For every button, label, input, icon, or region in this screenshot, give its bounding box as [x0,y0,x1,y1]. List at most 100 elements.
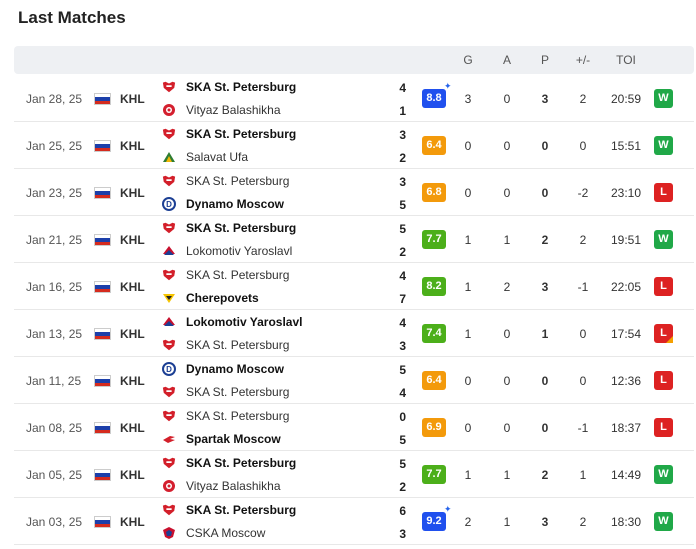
away-team[interactable]: Spartak Moscow [162,430,281,448]
away-team[interactable]: Lokomotiv Yaroslavl [162,242,292,260]
result-badge: L [654,371,673,390]
away-team[interactable]: Vityaz Balashikha [162,477,281,495]
league-name[interactable]: KHL [120,233,145,247]
stat-pm: -1 [577,280,589,294]
match-row[interactable]: Jan 08, 25 KHL SKA St. Petersburg Spartak M… [14,404,694,451]
table-header: G A P +/- TOI [14,46,694,74]
stat-p: 0 [541,186,549,200]
home-team[interactable]: SKA St. Petersburg [162,266,289,284]
russia-flag-icon [94,281,111,293]
russia-flag-icon [94,187,111,199]
match-row[interactable]: Jan 13, 25 KHL Lokomotiv Yaroslavl SKA St. … [14,310,694,357]
league-name[interactable]: KHL [120,92,145,106]
league-name[interactable]: KHL [120,421,145,435]
away-score: 2 [399,245,406,259]
vityaz-balashikha-logo-icon [162,103,176,117]
stat-g: 0 [464,186,472,200]
home-score: 6 [399,504,406,518]
away-team[interactable]: Vityaz Balashikha [162,101,281,119]
home-team[interactable]: SKA St. Petersburg [162,407,289,425]
home-team[interactable]: SKA St. Petersburg [162,172,289,190]
home-team[interactable]: SKA St. Petersburg [162,501,296,519]
stat-g: 1 [464,233,472,247]
time-on-ice: 23:10 [610,186,642,200]
home-team[interactable]: SKA St. Petersburg [162,454,296,472]
match-row[interactable]: Jan 05, 25 KHL SKA St. Petersburg Vityaz Ba… [14,451,694,498]
overtime-marker [666,336,673,343]
player-rating-badge[interactable]: 9.2 [422,512,446,531]
player-rating-badge[interactable]: 7.7 [422,230,446,249]
match-date: Jan 16, 25 [26,280,83,294]
away-team[interactable]: D Dynamo Moscow [162,195,284,213]
match-row[interactable]: Jan 25, 25 KHL SKA St. Petersburg Salavat U… [14,122,694,169]
home-team-name: SKA St. Petersburg [186,80,297,94]
away-team[interactable]: Cherepovets [162,289,259,307]
match-row[interactable]: Jan 28, 25 KHL SKA St. Petersburg Vityaz Ba… [14,75,694,122]
player-rating-badge[interactable]: 6.4 [422,136,446,155]
league-name[interactable]: KHL [120,515,145,529]
time-on-ice: 20:59 [610,92,642,106]
stat-g: 2 [464,515,472,529]
stat-a: 1 [503,515,511,529]
home-team-name: SKA St. Petersburg [186,127,297,141]
league-name[interactable]: KHL [120,374,145,388]
stat-p: 0 [541,139,549,153]
match-date: Jan 28, 25 [26,92,83,106]
home-team[interactable]: SKA St. Petersburg [162,78,296,96]
match-row[interactable]: Jan 23, 25 KHL SKA St. Petersburg D Dynamo M… [14,169,694,216]
ska-st-petersburg-logo-icon [162,456,176,470]
away-team-name: Dynamo Moscow [186,197,285,211]
spartak-moscow-logo-icon [162,432,176,446]
stat-pm: 0 [579,374,587,388]
away-score: 7 [399,292,406,306]
stat-pm: -2 [577,186,589,200]
away-team[interactable]: Salavat Ufa [162,148,248,166]
league-name[interactable]: KHL [120,139,145,153]
player-rating-badge[interactable]: 6.4 [422,371,446,390]
home-team[interactable]: SKA St. Petersburg [162,125,296,143]
league-name[interactable]: KHL [120,186,145,200]
section-title: Last Matches [18,8,126,27]
away-team[interactable]: SKA St. Petersburg [162,383,289,401]
league-name[interactable]: KHL [120,327,145,341]
match-row[interactable]: Jan 11, 25 KHL D Dynamo Moscow SKA St. Peter… [14,357,694,404]
home-team[interactable]: D Dynamo Moscow [162,360,284,378]
match-date: Jan 05, 25 [26,468,83,482]
time-on-ice: 12:36 [610,374,642,388]
player-rating-badge[interactable]: 7.4 [422,324,446,343]
away-team-name: Vityaz Balashikha [186,103,281,117]
player-rating-badge[interactable]: 6.8 [422,183,446,202]
away-score: 1 [399,104,406,118]
russia-flag-icon [94,469,111,481]
stat-pm: 2 [579,515,587,529]
result-badge: L [654,277,673,296]
player-rating-badge[interactable]: 8.8 [422,89,446,108]
match-row[interactable]: Jan 16, 25 KHL SKA St. Petersburg Cherepove… [14,263,694,310]
home-team-name: SKA St. Petersburg [186,174,290,188]
stat-a: 0 [503,92,511,106]
match-row[interactable]: Jan 21, 25 KHL SKA St. Petersburg Lokomotiv… [14,216,694,263]
player-rating-badge[interactable]: 8.2 [422,277,446,296]
home-team-name: SKA St. Petersburg [186,456,297,470]
home-team[interactable]: Lokomotiv Yaroslavl [162,313,303,331]
match-row[interactable]: Jan 03, 25 KHL SKA St. Petersburg CSKA Mosc… [14,498,694,545]
home-score: 4 [399,316,406,330]
result-badge: W [654,512,673,531]
time-on-ice: 19:51 [610,233,642,247]
league-name[interactable]: KHL [120,280,145,294]
home-team[interactable]: SKA St. Petersburg [162,219,296,237]
match-date: Jan 23, 25 [26,186,83,200]
ska-st-petersburg-logo-icon [162,80,176,94]
league-name[interactable]: KHL [120,468,145,482]
player-rating-badge[interactable]: 7.7 [422,465,446,484]
stat-p: 1 [541,327,549,341]
away-team-name: SKA St. Petersburg [186,385,290,399]
stat-p: 0 [541,374,549,388]
time-on-ice: 15:51 [610,139,642,153]
stat-p: 3 [541,280,549,294]
time-on-ice: 17:54 [610,327,642,341]
away-team[interactable]: CSKA Moscow [162,524,265,542]
away-team[interactable]: SKA St. Petersburg [162,336,289,354]
cherepovets-logo-icon [162,291,176,305]
player-rating-badge[interactable]: 6.9 [422,418,446,437]
